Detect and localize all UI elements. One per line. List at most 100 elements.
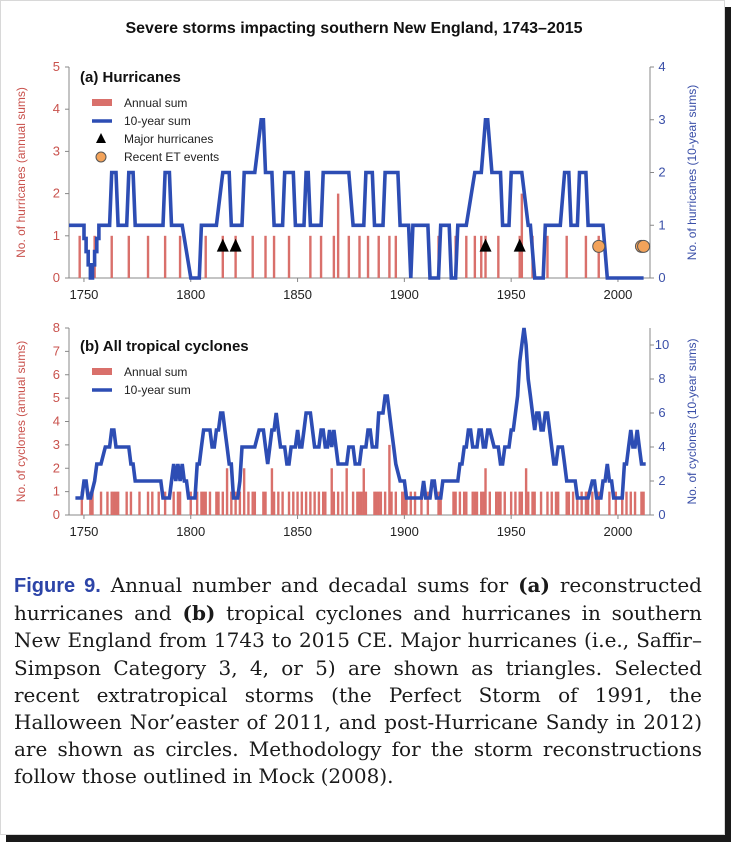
annual-bar [597, 491, 600, 515]
y-tick-label: 1 [53, 484, 60, 499]
annual-bar [614, 491, 618, 515]
figure-caption: Figure 9. Annual number and decadal sums… [14, 572, 702, 791]
annual-bar [473, 235, 477, 278]
annual-bar [495, 491, 498, 515]
annual-bar [471, 491, 474, 515]
annual-bar [151, 491, 154, 515]
legend-swatch-et [95, 151, 107, 163]
annual-bar [595, 491, 598, 515]
et-event-marker [592, 239, 606, 253]
annual-bar [503, 491, 506, 515]
x-tick-label: 1800 [176, 287, 205, 302]
panel-label: (b) All tropical cyclones [80, 338, 249, 355]
annual-bar [178, 235, 182, 278]
y-tick-label: 0 [53, 507, 60, 522]
annual-bar [533, 491, 536, 515]
annual-bar [110, 235, 113, 278]
annual-bar [465, 235, 468, 278]
annual-bar [629, 491, 632, 515]
y2-tick-label: 10 [655, 337, 669, 352]
annual-bar [332, 491, 336, 515]
ten-year-sum-line [75, 327, 646, 500]
legend-label: 10-year sum [124, 383, 191, 397]
annual-bar [351, 491, 355, 515]
annual-bar [110, 491, 113, 515]
annual-bar [332, 235, 336, 278]
y-tick-label: 3 [53, 143, 60, 158]
annual-bar [91, 491, 94, 515]
y-axis-label: No. of cyclones (annual sums) [14, 341, 28, 502]
major-hurricane-marker [479, 238, 492, 252]
legend-label: Major hurricanes [124, 132, 213, 146]
caption-text-3: tropical cyclones and hurricanes in sout… [14, 601, 702, 789]
annual-bar [625, 491, 628, 515]
annual-bar [106, 491, 109, 515]
y-tick-label: 2 [53, 460, 60, 475]
annual-bar [420, 491, 423, 515]
annual-bar [163, 235, 167, 278]
y2-tick-label: 0 [658, 507, 665, 522]
annual-bar [465, 491, 468, 515]
annual-bar [565, 235, 568, 278]
annual-bar [584, 491, 588, 515]
annual-bar [238, 491, 242, 515]
annual-bar [509, 491, 513, 515]
panel-label: (a) Hurricanes [80, 69, 181, 86]
major-hurricane-marker [513, 238, 526, 252]
annual-bar [586, 491, 590, 515]
annual-bar [125, 491, 128, 515]
annual-bar [475, 491, 479, 515]
annual-bar [366, 235, 370, 278]
annual-bar [270, 468, 274, 515]
annual-bar [401, 491, 404, 515]
annual-bar [296, 491, 299, 515]
annual-bar [403, 491, 406, 515]
x-tick-label: 2000 [603, 287, 632, 302]
caption-label: Figure 9. [14, 575, 101, 597]
annual-bar [127, 235, 131, 278]
annual-bar [341, 491, 344, 515]
y-tick-label: 6 [53, 367, 60, 382]
figure-title: Severe storms impacting southern New Eng… [125, 20, 582, 37]
annual-bar [554, 491, 558, 515]
x-tick-label: 1750 [69, 524, 98, 539]
annual-bar [313, 491, 316, 515]
annual-bar [304, 491, 308, 515]
annual-bar [497, 491, 500, 515]
x-tick-label: 1850 [283, 524, 312, 539]
x-tick-label: 1900 [390, 524, 419, 539]
annual-bar [112, 491, 116, 515]
annual-bar [129, 491, 133, 515]
annual-bar [336, 491, 340, 515]
annual-bar [345, 468, 348, 515]
annual-bar [546, 235, 549, 278]
annual-bar [480, 235, 483, 278]
annual-bar [439, 491, 442, 515]
annual-bar [565, 491, 568, 515]
annual-bar [356, 491, 359, 515]
annual-bar [633, 491, 637, 515]
annual-bar [488, 491, 491, 515]
annual-bar [116, 491, 120, 515]
annual-bar [215, 491, 218, 515]
annual-bar [454, 491, 457, 515]
y2-tick-label: 4 [658, 439, 665, 454]
annual-bar [377, 491, 380, 515]
annual-bar [200, 491, 203, 515]
annual-bar [375, 491, 378, 515]
y2-tick-label: 2 [658, 165, 665, 180]
annual-bar [520, 491, 524, 515]
y-axis-label: No. of hurricanes (annual sums) [14, 87, 28, 258]
annual-bar [195, 491, 199, 515]
annual-bar [251, 235, 254, 278]
annual-bar [364, 491, 368, 515]
annual-bar [531, 491, 534, 515]
annual-bar [360, 491, 363, 515]
annual-bar [597, 235, 600, 278]
y2-tick-label: 8 [658, 371, 665, 386]
annual-bar [277, 491, 280, 515]
annual-bar [157, 491, 160, 515]
annual-bar [287, 235, 291, 278]
y2-tick-label: 2 [658, 473, 665, 488]
annual-bar [163, 491, 167, 515]
